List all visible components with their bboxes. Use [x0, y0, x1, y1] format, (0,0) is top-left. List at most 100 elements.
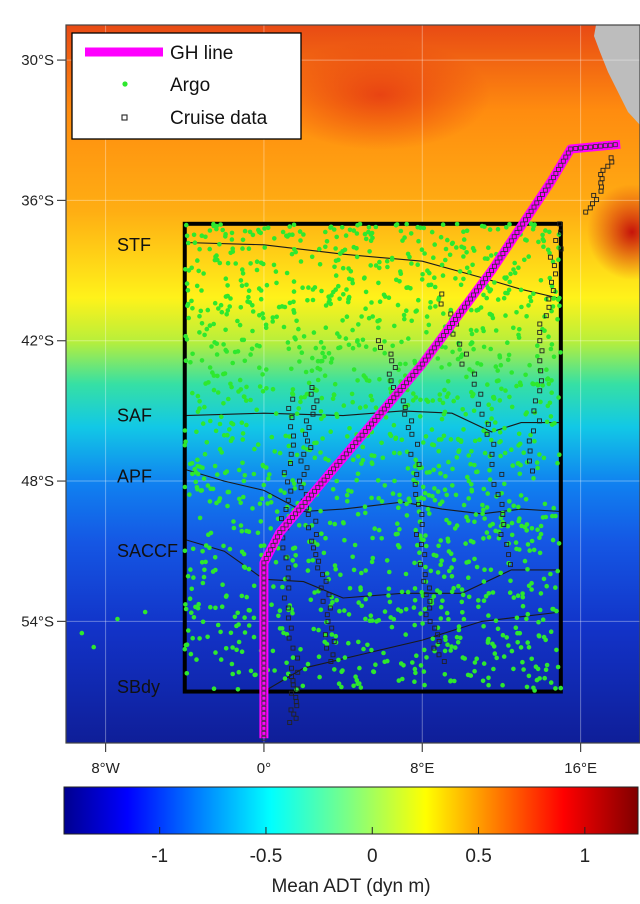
argo-point: [213, 567, 218, 573]
argo-point: [544, 419, 550, 425]
argo-point: [498, 523, 504, 529]
argo-point: [284, 270, 290, 276]
argo-point: [553, 513, 558, 519]
argo-point: [443, 637, 448, 643]
argo-point: [479, 223, 485, 229]
gh-station: [261, 715, 267, 721]
argo-point: [234, 647, 239, 653]
argo-point: [214, 500, 219, 506]
argo-point: [514, 383, 519, 389]
argo-point: [471, 408, 477, 414]
argo-point: [440, 598, 445, 603]
argo-point: [514, 615, 520, 621]
argo-point: [517, 547, 522, 552]
argo-point: [440, 222, 446, 227]
argo-point: [442, 487, 448, 493]
argo-point: [461, 427, 466, 432]
colorbar-tick-label: 0.5: [465, 846, 491, 867]
argo-point: [485, 491, 491, 496]
argo-point: [366, 315, 372, 321]
gh-station: [489, 268, 495, 274]
argo-point: [293, 553, 299, 558]
gh-station: [375, 414, 381, 419]
cruise-station: [295, 655, 301, 661]
argo-point: [419, 589, 425, 595]
argo-point: [420, 621, 425, 626]
argo-point: [198, 488, 204, 493]
gh-station: [381, 406, 387, 412]
cruise-station: [297, 478, 302, 484]
argo-point: [354, 246, 359, 251]
argo-point: [261, 543, 267, 548]
cruise-station: [308, 445, 314, 451]
lat-label: 54°S: [21, 613, 54, 630]
argo-point: [382, 483, 388, 488]
argo-point: [183, 439, 188, 445]
argo-point: [390, 343, 396, 349]
argo-point: [457, 347, 463, 352]
argo-point: [384, 558, 390, 563]
argo-point: [445, 536, 451, 542]
argo-point: [205, 483, 211, 488]
argo-point: [183, 267, 188, 272]
cruise-station: [436, 638, 442, 644]
argo-point: [207, 228, 213, 233]
argo-point: [461, 237, 467, 242]
argo-point: [311, 539, 317, 545]
gh-station: [523, 217, 528, 223]
cruise-station: [583, 209, 589, 215]
argo-point: [195, 457, 200, 463]
argo-point: [354, 254, 360, 260]
argo-point: [543, 667, 549, 672]
argo-point: [286, 346, 292, 352]
argo-point: [271, 262, 277, 268]
argo-point: [189, 298, 194, 304]
argo-point: [529, 526, 535, 531]
argo-point: [257, 501, 263, 507]
argo-point: [369, 453, 375, 458]
argo-point: [350, 345, 356, 351]
argo-point: [422, 606, 428, 612]
argo-point: [262, 226, 267, 231]
gh-station: [315, 485, 321, 491]
argo-point: [221, 401, 226, 406]
argo-point: [368, 238, 374, 244]
argo-point: [340, 249, 345, 254]
argo-point: [548, 629, 554, 634]
cruise-station: [506, 552, 512, 558]
argo-point: [389, 257, 395, 262]
cruise-station: [283, 507, 289, 512]
colorbar-ticks: [159, 827, 586, 834]
argo-point: [413, 670, 418, 676]
gh-station: [283, 522, 289, 528]
argo-point: [246, 623, 252, 628]
argo-point: [422, 682, 427, 688]
argo-point: [507, 499, 512, 504]
cruise-station: [427, 618, 433, 624]
argo-point: [548, 571, 553, 577]
gh-station: [407, 376, 413, 382]
cruise-station: [288, 488, 294, 494]
cruise-station: [304, 465, 310, 471]
argo-point: [300, 683, 306, 689]
argo-point: [207, 323, 213, 328]
argo-point: [238, 278, 244, 283]
gh-station: [560, 158, 566, 164]
argo-point: [492, 280, 497, 285]
gh-station: [359, 432, 365, 438]
lon-label: 0°: [257, 760, 271, 777]
argo-point: [316, 654, 322, 659]
argo-point: [547, 229, 552, 235]
argo-point: [242, 358, 248, 364]
argo-point: [286, 443, 292, 449]
argo-point: [413, 457, 419, 463]
cruise-station: [402, 411, 408, 417]
cruise-station: [590, 201, 595, 207]
argo-point: [342, 655, 348, 660]
argo-point: [315, 542, 320, 547]
argo-point: [451, 585, 457, 591]
cruise-station: [309, 385, 315, 390]
argo-point: [309, 254, 315, 260]
argo-point: [421, 496, 427, 502]
argo-point: [308, 597, 314, 603]
